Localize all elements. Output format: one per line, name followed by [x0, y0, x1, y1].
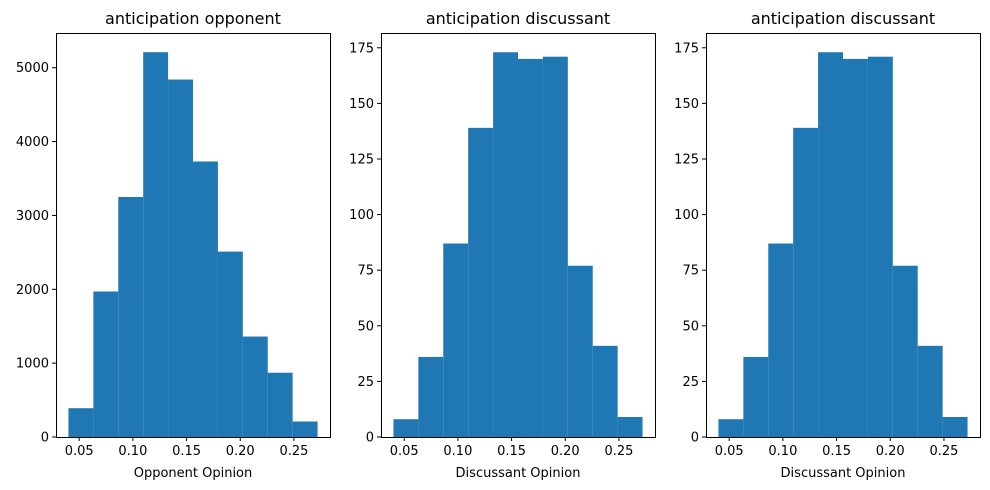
- histogram-bar: [418, 356, 444, 437]
- histogram-bar: [68, 408, 94, 437]
- y-tick-label: 1000: [16, 357, 49, 372]
- histogram-bar: [118, 196, 144, 437]
- y-tick-label: 175: [349, 41, 374, 56]
- y-tick-label: 150: [349, 97, 374, 112]
- y-tick-label: 75: [357, 264, 374, 279]
- x-tick-label: 0.25: [929, 444, 958, 459]
- histogram-bar: [168, 79, 193, 438]
- y-tick-label: 5000: [16, 61, 49, 76]
- chart-title: anticipation discussant: [751, 9, 935, 28]
- histogram-bar: [443, 243, 469, 437]
- histogram-bar: [143, 52, 169, 437]
- histogram-bar: [743, 356, 769, 437]
- y-tick-label: 125: [674, 152, 699, 167]
- x-axis-label: Opponent Opinion: [134, 466, 253, 481]
- histogram-bar: [193, 161, 218, 437]
- x-tick-label: 0.05: [65, 444, 94, 459]
- histogram-bar: [917, 345, 943, 437]
- axes-frame: [706, 33, 981, 438]
- x-tick-label: 0.25: [604, 444, 633, 459]
- histogram-bar: [292, 421, 318, 437]
- y-tick-label: 50: [682, 319, 699, 334]
- y-tick-label: 150: [674, 97, 699, 112]
- subplot-1: 0.05 0.10 0.15 0.20 0.25 0 1000 2000 3000 4000 500…: [16, 9, 331, 481]
- x-tick-label: 0.05: [390, 444, 419, 459]
- axes-frame: [381, 33, 656, 438]
- histogram-bar: [768, 243, 794, 437]
- histogram-bar: [617, 416, 643, 437]
- y-tick-label: 0: [366, 431, 374, 446]
- histogram-bar: [718, 419, 744, 437]
- histogram-bar: [567, 265, 593, 437]
- x-tick-label: 0.10: [443, 444, 472, 459]
- histogram-bar: [493, 52, 518, 437]
- x-tick-label: 0.15: [822, 444, 851, 459]
- histogram-bar: [892, 265, 918, 437]
- y-tick-label: 0: [691, 431, 699, 446]
- x-tick-label: 0.05: [715, 444, 744, 459]
- histogram-bar: [518, 58, 543, 437]
- x-tick-label: 0.10: [768, 444, 797, 459]
- x-tick-label: 0.15: [497, 444, 526, 459]
- x-axis-label: Discussant Opinion: [456, 466, 581, 481]
- y-tick-label: 50: [357, 319, 374, 334]
- x-tick-label: 0.20: [226, 444, 255, 459]
- y-tick-label: 25: [357, 375, 374, 390]
- x-tick-label: 0.10: [118, 444, 147, 459]
- chart-title: anticipation opponent: [105, 9, 281, 28]
- y-tick-label: 2000: [16, 283, 49, 298]
- y-tick-label: 75: [682, 264, 699, 279]
- x-tick-label: 0.15: [172, 444, 201, 459]
- y-tick-label: 100: [349, 208, 374, 223]
- histogram-bar: [267, 372, 293, 437]
- histogram-bar: [592, 345, 618, 437]
- y-tick-label: 175: [674, 41, 699, 56]
- histogram-bar: [867, 56, 893, 437]
- y-tick-label: 3000: [16, 209, 49, 224]
- histogram-bar: [542, 56, 568, 437]
- histogram-bar: [217, 251, 243, 437]
- y-tick-label: 125: [349, 152, 374, 167]
- x-tick-label: 0.20: [876, 444, 905, 459]
- histogram-bar: [843, 58, 868, 437]
- subplot-3: 0.05 0.10 0.15 0.20 0.25 0 25 50 75 100 125 150 175 a…: [674, 9, 981, 481]
- histogram-bar: [393, 419, 419, 437]
- x-tick-label: 0.25: [279, 444, 308, 459]
- y-tick-label: 4000: [16, 135, 49, 150]
- x-axis-label: Discussant Opinion: [781, 466, 906, 481]
- subplot-2: 0.05 0.10 0.15 0.20 0.25 0 25 50 75 100 125 150 175 a…: [349, 9, 656, 481]
- histogram-bar: [818, 52, 843, 437]
- histogram-bar: [942, 416, 968, 437]
- histogram-bar: [793, 127, 819, 437]
- y-tick-label: 25: [682, 375, 699, 390]
- chart-title: anticipation discussant: [426, 9, 610, 28]
- x-tick-label: 0.20: [551, 444, 580, 459]
- histogram-bar: [468, 127, 494, 437]
- y-tick-label: 100: [674, 208, 699, 223]
- y-tick-label: 0: [41, 431, 49, 446]
- histogram-bar: [242, 336, 268, 437]
- axes-frame: [56, 33, 331, 438]
- histogram-bar: [93, 291, 119, 437]
